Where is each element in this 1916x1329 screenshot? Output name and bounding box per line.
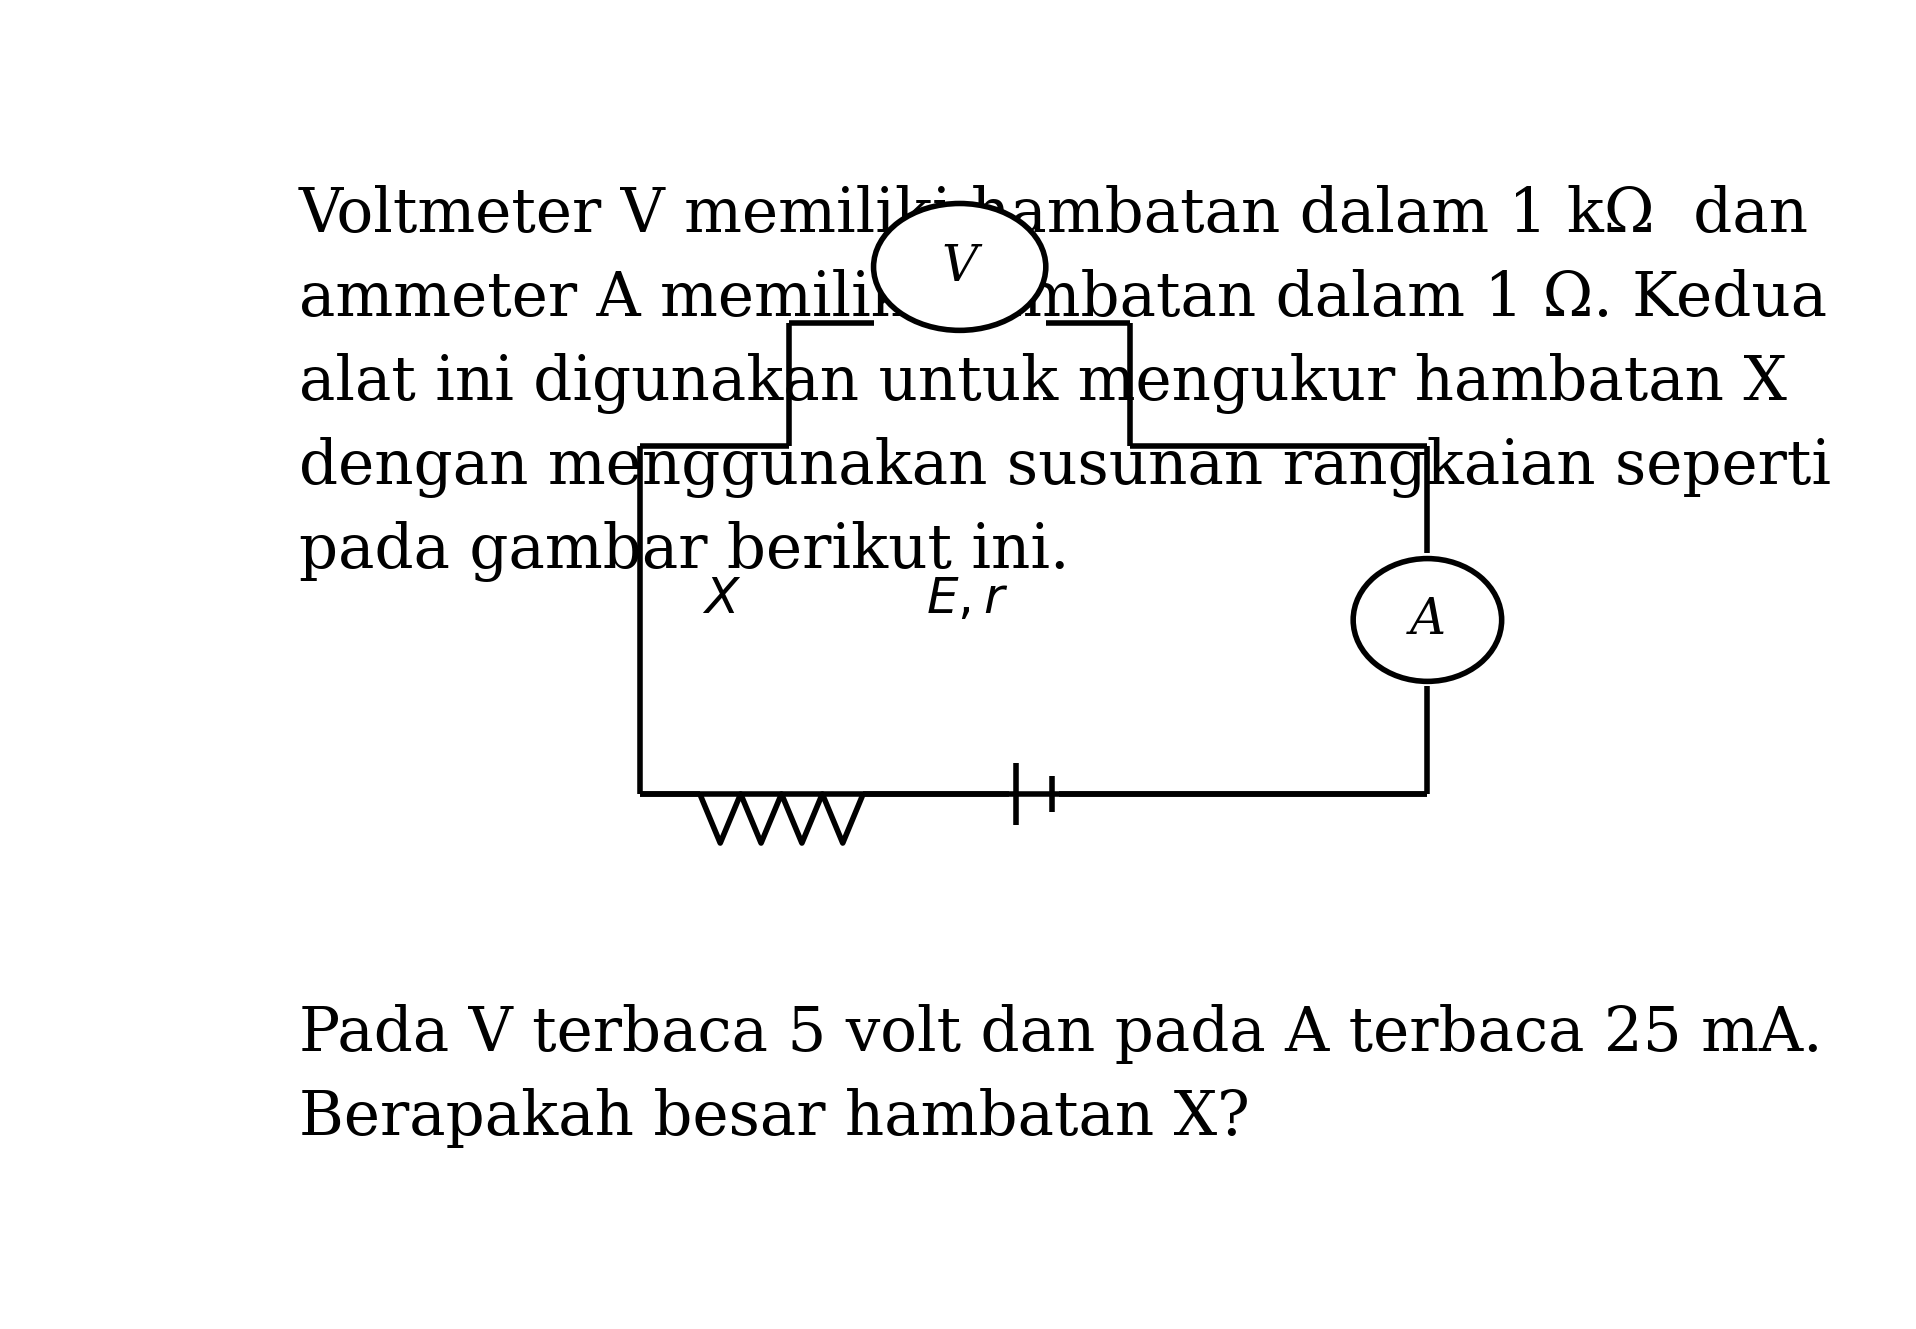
Text: dengan menggunakan susunan rangkaian seperti: dengan menggunakan susunan rangkaian sep…: [299, 437, 1832, 498]
Text: ammeter A memiliki hambatan dalam 1 Ω. Kedua: ammeter A memiliki hambatan dalam 1 Ω. K…: [299, 268, 1828, 330]
Text: V: V: [941, 242, 977, 291]
Ellipse shape: [1353, 558, 1502, 682]
Text: Pada V terbaca 5 volt dan pada A terbaca 25 mA.: Pada V terbaca 5 volt dan pada A terbaca…: [299, 1003, 1822, 1063]
Text: pada gambar berikut ini.: pada gambar berikut ini.: [299, 521, 1069, 582]
Ellipse shape: [874, 203, 1046, 331]
Text: alat ini digunakan untuk mengukur hambatan X: alat ini digunakan untuk mengukur hambat…: [299, 354, 1788, 413]
Text: Voltmeter V memiliki hambatan dalam 1 kΩ  dan: Voltmeter V memiliki hambatan dalam 1 kΩ…: [299, 185, 1809, 245]
Text: A: A: [1410, 595, 1445, 645]
Text: $E, r$: $E, r$: [925, 574, 1008, 625]
Text: Berapakah besar hambatan X?: Berapakah besar hambatan X?: [299, 1087, 1249, 1148]
Text: $X$: $X$: [703, 574, 741, 625]
